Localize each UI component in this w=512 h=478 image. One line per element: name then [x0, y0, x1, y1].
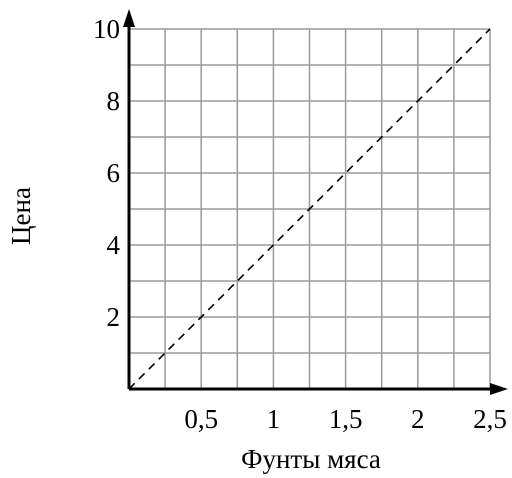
grid: [129, 28, 491, 389]
y-tick-labels: 2 4 6 8 10: [93, 14, 121, 332]
y-tick-label: 10: [93, 14, 120, 44]
x-tick-label: 1: [267, 404, 281, 434]
y-tick-label: 4: [107, 230, 121, 260]
x-axis-title: Фунты мяса: [241, 444, 381, 474]
series-layer: [128, 28, 491, 390]
x-tick-labels: 0,5 1 1,5 2 2,5: [184, 404, 507, 434]
y-axis-arrowhead: [123, 9, 135, 27]
x-tick-label: 2,5: [473, 404, 507, 434]
x-tick-label: 2: [411, 404, 425, 434]
x-axis-arrowhead: [490, 383, 508, 395]
series-line-dashed: [128, 28, 491, 390]
axes: [123, 9, 508, 395]
x-tick-label: 1,5: [329, 404, 363, 434]
x-tick-label: 0,5: [184, 404, 218, 434]
y-tick-label: 8: [107, 86, 121, 116]
y-axis-title: Цена: [6, 187, 36, 245]
y-tick-label: 2: [107, 302, 121, 332]
y-tick-label: 6: [107, 158, 121, 188]
